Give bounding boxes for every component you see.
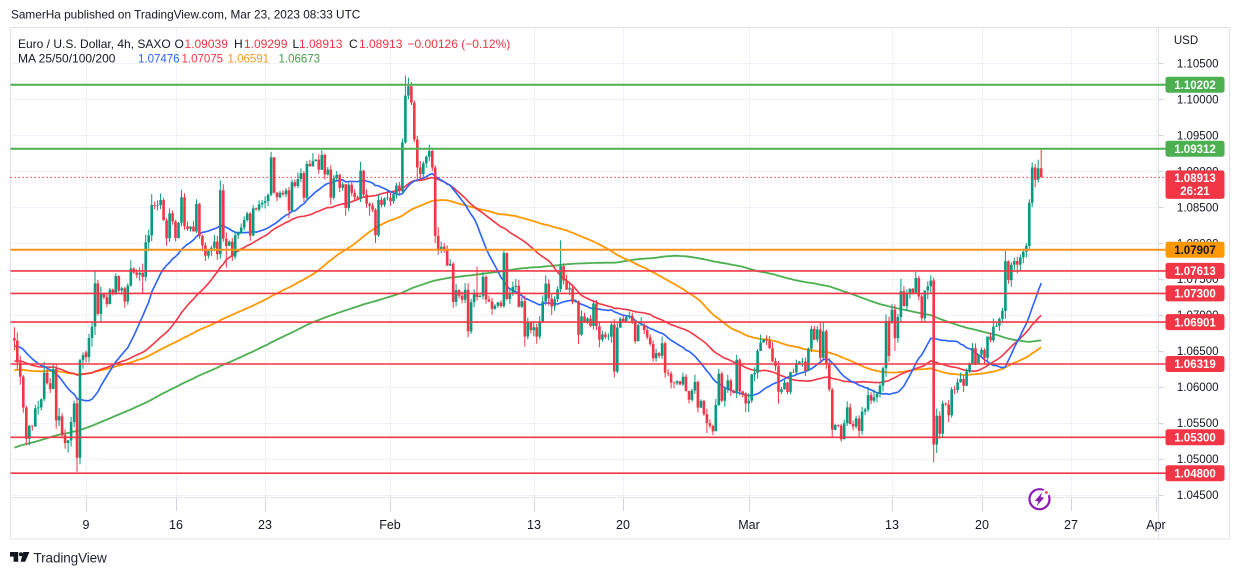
svg-text:O: O — [175, 37, 184, 51]
svg-text:SamerHa published on TradingVi: SamerHa published on TradingView.com, Ma… — [11, 7, 361, 21]
svg-text:13: 13 — [885, 518, 899, 532]
svg-text:1.10000: 1.10000 — [1177, 94, 1219, 106]
svg-text:USD: USD — [1174, 35, 1198, 47]
svg-text:1.07300: 1.07300 — [1174, 289, 1216, 301]
svg-text:27: 27 — [1064, 518, 1078, 532]
svg-text:1.07476: 1.07476 — [138, 53, 180, 65]
svg-text:1.06000: 1.06000 — [1177, 382, 1219, 394]
svg-text:1.04800: 1.04800 — [1174, 468, 1216, 480]
svg-text:1.08500: 1.08500 — [1177, 202, 1219, 214]
svg-text:1.05500: 1.05500 — [1177, 418, 1219, 430]
svg-text:1.07075: 1.07075 — [182, 53, 224, 65]
svg-text:9: 9 — [83, 518, 90, 532]
svg-text:TradingView: TradingView — [34, 550, 108, 565]
svg-text:1.08913: 1.08913 — [359, 37, 403, 51]
svg-text:20: 20 — [975, 518, 989, 532]
svg-text:1.06901: 1.06901 — [1174, 317, 1216, 329]
svg-text:23: 23 — [258, 518, 272, 532]
svg-text:C: C — [349, 37, 358, 51]
svg-text:Apr: Apr — [1146, 518, 1165, 532]
svg-text:1.09500: 1.09500 — [1177, 130, 1219, 142]
svg-text:13: 13 — [527, 518, 541, 532]
svg-text:1.10500: 1.10500 — [1177, 58, 1219, 70]
svg-text:1.04500: 1.04500 — [1177, 490, 1219, 502]
svg-text:1.05300: 1.05300 — [1174, 433, 1216, 445]
svg-text:H: H — [234, 37, 243, 51]
svg-text:1.08913: 1.08913 — [1174, 173, 1216, 185]
svg-text:20: 20 — [616, 518, 630, 532]
svg-text:26:21: 26:21 — [1180, 186, 1210, 198]
svg-text:Feb: Feb — [379, 518, 401, 532]
svg-text:1.09039: 1.09039 — [185, 37, 229, 51]
svg-text:1.08913: 1.08913 — [299, 37, 343, 51]
svg-text:1.09312: 1.09312 — [1174, 144, 1216, 156]
svg-text:Euro / U.S. Dollar, 4h, SAXO: Euro / U.S. Dollar, 4h, SAXO — [18, 37, 171, 51]
svg-text:MA 25/50/100/200: MA 25/50/100/200 — [18, 51, 116, 65]
svg-text:1.06500: 1.06500 — [1177, 346, 1219, 358]
svg-text:Mar: Mar — [738, 518, 760, 532]
svg-text:1.06673: 1.06673 — [279, 53, 321, 65]
svg-text:1.10202: 1.10202 — [1174, 80, 1216, 92]
svg-text:1.06591: 1.06591 — [228, 53, 270, 65]
svg-text:16: 16 — [169, 518, 183, 532]
svg-text:1.06319: 1.06319 — [1174, 359, 1216, 371]
svg-text:1.09299: 1.09299 — [244, 37, 288, 51]
svg-text:1.07613: 1.07613 — [1174, 266, 1216, 278]
svg-text:−0.00126 (−0.12%): −0.00126 (−0.12%) — [408, 37, 511, 51]
svg-text:L: L — [293, 37, 300, 51]
svg-text:1.07907: 1.07907 — [1174, 245, 1216, 257]
svg-text:1.05000: 1.05000 — [1177, 454, 1219, 466]
